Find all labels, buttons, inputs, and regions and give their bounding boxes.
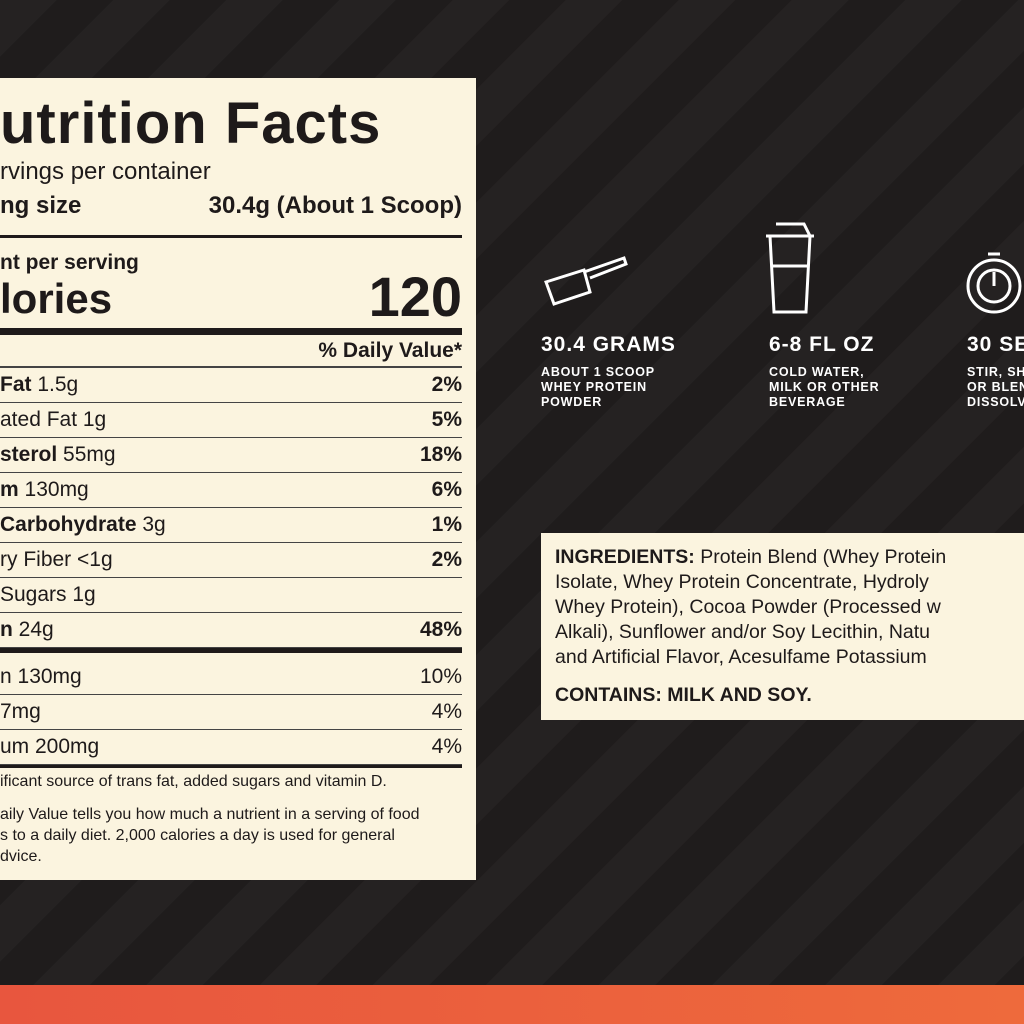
nutrient-name: um 200mg bbox=[0, 735, 100, 758]
timer-icon bbox=[966, 252, 1022, 314]
nutrient-row: ry Fiber <1g 2% bbox=[0, 542, 462, 578]
contains: CONTAINS: MILK AND SOY. bbox=[555, 684, 812, 706]
nutrient-name: ated Fat 1g bbox=[0, 408, 107, 431]
step-line: MILK OR OTHER bbox=[769, 380, 880, 394]
step-line: WHEY PROTEIN bbox=[541, 380, 647, 394]
ingredients-text: Protein Blend (Whey Protein bbox=[700, 546, 947, 568]
step-lines: STIR, SH OR BLEN DISSOLV bbox=[967, 365, 1024, 410]
step: 6-8 FL OZ COLD WATER, MILK OR OTHER BEVERAG… bbox=[769, 333, 879, 410]
nutrient-row: 7mg 4% bbox=[0, 694, 462, 730]
nutrient-row: sterol 55mg 18% bbox=[0, 437, 462, 473]
nutrient-amount: 3g bbox=[142, 513, 166, 536]
nutrient-amount: 24g bbox=[18, 618, 54, 641]
divider bbox=[0, 235, 462, 238]
nutrient-name: ry Fiber <1g bbox=[0, 548, 113, 571]
daily-value: 4% bbox=[431, 735, 462, 758]
nutrient-row: n 24g 48% bbox=[0, 612, 462, 648]
step-lines: ABOUT 1 SCOOP WHEY PROTEIN POWDER bbox=[541, 365, 676, 410]
daily-value: 10% bbox=[419, 665, 462, 688]
nutrient-name: n 130mg bbox=[0, 665, 82, 688]
nutrient-row: n 130mg 10% bbox=[0, 659, 462, 695]
dv-header: % Daily Value* bbox=[318, 339, 462, 362]
step: 30.4 GRAMS ABOUT 1 SCOOP WHEY PROTEIN POWDE… bbox=[541, 333, 676, 410]
nutrient-row: m 130mg 6% bbox=[0, 472, 462, 508]
daily-value: 4% bbox=[431, 700, 462, 723]
step-line: BEVERAGE bbox=[769, 395, 846, 409]
scoop-icon bbox=[544, 256, 628, 306]
step-title: 30.4 GRAMS bbox=[541, 333, 676, 356]
calories-label: lories bbox=[0, 275, 113, 322]
daily-value: 2% bbox=[431, 373, 462, 396]
nutrient-row: ated Fat 1g 5% bbox=[0, 402, 462, 438]
ingredients-line: Whey Protein), Cocoa Powder (Processed w bbox=[555, 596, 941, 618]
amount-per-serving: nt per serving bbox=[0, 251, 139, 274]
divider bbox=[0, 765, 462, 768]
nutrient-row: Sugars 1g bbox=[0, 577, 462, 613]
step-title: 6-8 FL OZ bbox=[769, 333, 875, 356]
step-line: DISSOLV bbox=[967, 395, 1024, 409]
icons bbox=[544, 222, 1022, 314]
daily-value: 2% bbox=[431, 548, 462, 571]
daily-value: 48% bbox=[419, 618, 462, 641]
title: utrition Facts bbox=[0, 91, 382, 156]
footnote-line: dvice. bbox=[0, 848, 42, 865]
ingredients-line: Alkali), Sunflower and/or Soy Lecithin, … bbox=[555, 621, 931, 643]
calories-value: 120 bbox=[368, 265, 462, 328]
nutrient-row: um 200mg 4% bbox=[0, 729, 462, 765]
nutrient-name: Fat bbox=[0, 373, 32, 396]
nutrition-label: utrition Facts rvings per container ng s… bbox=[0, 78, 476, 880]
step-line: OR BLEN bbox=[967, 380, 1024, 394]
step-line: ABOUT 1 SCOOP bbox=[541, 365, 655, 379]
daily-value: 18% bbox=[419, 443, 462, 466]
step-lines: COLD WATER, MILK OR OTHER BEVERAGE bbox=[769, 365, 879, 410]
bottom-bar bbox=[0, 985, 1024, 1024]
step-line: STIR, SH bbox=[967, 365, 1024, 379]
ingredients-line: INGREDIENTS: Protein Blend (Whey Protein bbox=[555, 545, 1024, 570]
divider bbox=[0, 366, 462, 368]
ingredients-label: INGREDIENTS: bbox=[555, 546, 695, 568]
footnote: ificant source of trans fat, added sugar… bbox=[0, 773, 387, 790]
nutrient-name: n bbox=[0, 618, 13, 641]
nutrient-name: sterol bbox=[0, 443, 58, 466]
daily-value: 5% bbox=[431, 408, 462, 431]
daily-value: 1% bbox=[431, 513, 462, 536]
nutrient-name: Carbohydrate bbox=[0, 513, 137, 536]
serving-size: 30.4g (About 1 Scoop) bbox=[208, 192, 462, 219]
ingredients-line: Isolate, Whey Protein Concentrate, Hydro… bbox=[555, 571, 929, 593]
nutrient-amount: 55mg bbox=[63, 443, 116, 466]
nutrient-row: Carbohydrate 3g 1% bbox=[0, 507, 462, 543]
footnote-line: aily Value tells you how much a nutrient… bbox=[0, 806, 420, 823]
nutrient-row: Fat 1.5g 2% bbox=[0, 367, 462, 403]
step-line: POWDER bbox=[541, 395, 603, 409]
divider bbox=[0, 648, 462, 653]
nutrient-amount: 130mg bbox=[24, 478, 89, 501]
nutrient-name: 7mg bbox=[0, 700, 41, 723]
nutrient-name: m bbox=[0, 478, 19, 501]
ingredients-line: and Artificial Flavor, Acesulfame Potass… bbox=[555, 646, 927, 668]
footnote-line: s to a daily diet. 2,000 calories a day … bbox=[0, 827, 395, 844]
serving-size-label: ng size bbox=[0, 192, 82, 219]
step: 30 SE STIR, SH OR BLEN DISSOLV bbox=[967, 333, 1024, 410]
nutrient-name: Sugars 1g bbox=[0, 583, 96, 606]
ingredients-box: INGREDIENTS: Protein Blend (Whey Protein… bbox=[541, 533, 1024, 720]
step-line: COLD WATER, bbox=[769, 365, 865, 379]
divider bbox=[0, 328, 462, 335]
nutrient-amount: 1.5g bbox=[37, 373, 79, 396]
shaker-icon bbox=[766, 222, 814, 314]
daily-value: 6% bbox=[431, 478, 462, 501]
step-title: 30 SE bbox=[967, 333, 1024, 356]
servings: rvings per container bbox=[0, 158, 211, 185]
